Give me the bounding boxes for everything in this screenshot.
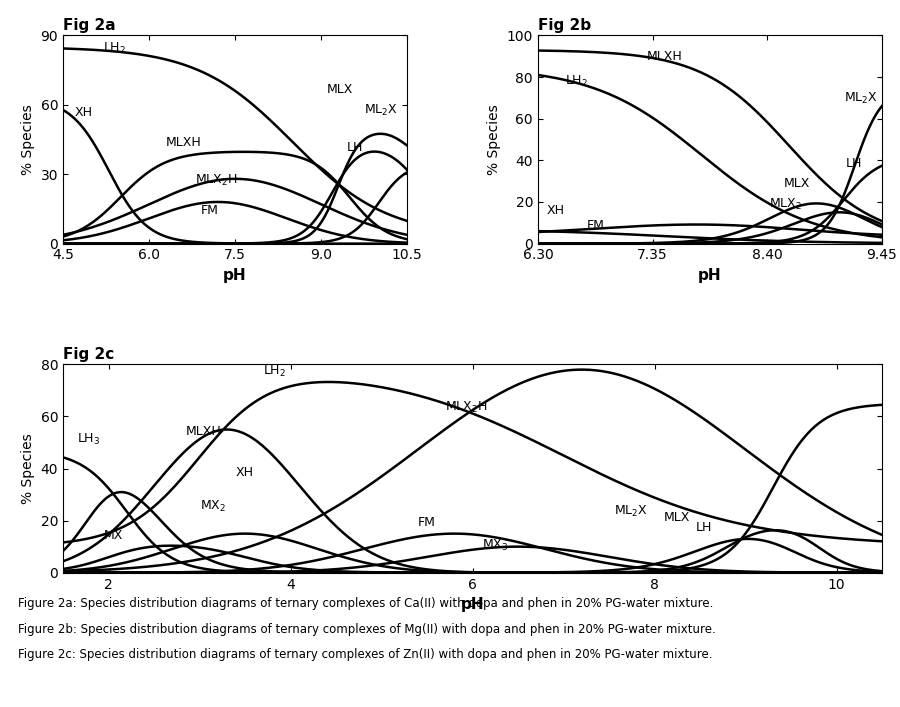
Text: XH: XH [236, 467, 254, 479]
Text: FM: FM [201, 204, 219, 216]
Text: ML$_2$X: ML$_2$X [614, 504, 647, 520]
Text: MX$_2$: MX$_2$ [200, 499, 226, 514]
Text: MLX: MLX [663, 510, 690, 524]
Text: LH$_2$: LH$_2$ [565, 74, 589, 89]
Y-axis label: % Species: % Species [487, 104, 501, 175]
Text: LH: LH [696, 521, 712, 534]
Text: LH$_3$: LH$_3$ [76, 431, 100, 447]
Text: ML$_2$X: ML$_2$X [364, 103, 398, 118]
Text: MLX: MLX [784, 177, 810, 190]
Text: MLX$_2$H: MLX$_2$H [195, 173, 238, 187]
Y-axis label: % Species: % Species [21, 104, 35, 175]
X-axis label: pH: pH [698, 268, 722, 283]
Text: LH$_2$: LH$_2$ [104, 40, 126, 56]
Text: MLX: MLX [327, 83, 353, 96]
Text: XH: XH [75, 106, 93, 119]
X-axis label: pH: pH [223, 268, 247, 283]
Text: FM: FM [418, 516, 436, 529]
Text: MX$_3$: MX$_3$ [482, 538, 508, 554]
Text: Fig 2c: Fig 2c [63, 347, 114, 362]
Text: MLX$_2$: MLX$_2$ [770, 197, 803, 212]
Text: FM: FM [587, 219, 605, 232]
Text: LH: LH [346, 141, 364, 154]
Text: MLXH: MLXH [166, 136, 202, 149]
Y-axis label: % Species: % Species [21, 433, 35, 504]
Text: MLXH: MLXH [186, 425, 221, 438]
Text: MLX$_2$H: MLX$_2$H [446, 400, 488, 416]
Text: ML$_2$X: ML$_2$X [844, 91, 878, 106]
X-axis label: pH: pH [461, 597, 484, 612]
Text: MX: MX [104, 529, 123, 542]
Text: Fig 2a: Fig 2a [63, 18, 115, 33]
Text: LH: LH [846, 156, 862, 170]
Text: Figure 2a: Species distribution diagrams of ternary complexes of Ca(II) with dop: Figure 2a: Species distribution diagrams… [18, 597, 714, 610]
Text: LH$_2$: LH$_2$ [263, 364, 286, 379]
Text: Figure 2b: Species distribution diagrams of ternary complexes of Mg(II) with dop: Figure 2b: Species distribution diagrams… [18, 623, 716, 636]
Text: Fig 2b: Fig 2b [538, 18, 591, 33]
Text: MLXH: MLXH [647, 50, 683, 64]
Text: XH: XH [546, 204, 564, 218]
Text: Figure 2c: Species distribution diagrams of ternary complexes of Zn(II) with dop: Figure 2c: Species distribution diagrams… [18, 648, 713, 661]
